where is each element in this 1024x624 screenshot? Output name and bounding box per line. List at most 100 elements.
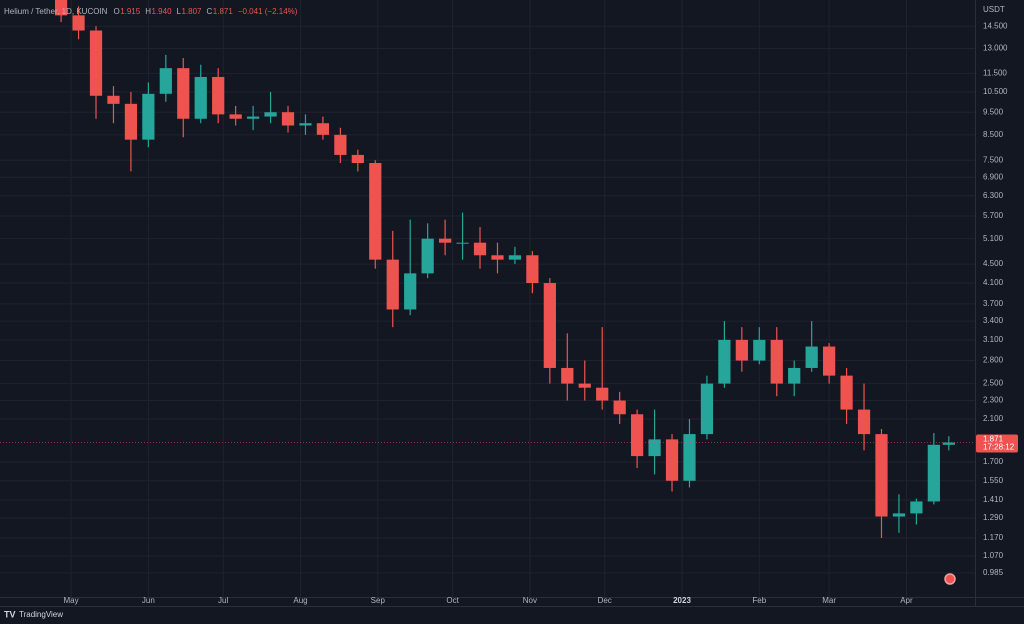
candle-body <box>351 154 364 164</box>
candle-body <box>665 439 679 481</box>
brand[interactable]: TV TradingView <box>4 609 63 619</box>
legend-label: H <box>145 7 151 16</box>
symbol[interactable]: Helium / Tether, 1D, KUCOIN <box>4 7 108 16</box>
candle-body <box>194 76 207 119</box>
currency: USDT <box>983 5 1005 14</box>
candle-body <box>386 259 399 310</box>
candle-body <box>648 439 661 457</box>
candle-body <box>456 242 469 244</box>
candle-body <box>281 112 295 126</box>
y-tick-label: 3.100 <box>983 335 1004 344</box>
y-tick-label: 14.500 <box>983 21 1008 30</box>
candle-body <box>212 76 225 115</box>
candle-body <box>334 134 347 155</box>
candle-body <box>299 123 312 126</box>
candle-body <box>596 387 609 401</box>
y-tick-label: 4.500 <box>983 259 1004 268</box>
legend-change: −0.041 (−2.14%) <box>238 7 298 16</box>
candle-body <box>54 0 68 16</box>
y-tick-label: 6.900 <box>983 172 1004 181</box>
candle-body <box>770 339 783 384</box>
candle-body <box>107 95 120 104</box>
event-badge[interactable] <box>944 573 956 585</box>
y-tick-label: 6.300 <box>983 191 1004 200</box>
y-tick-label: 4.100 <box>983 278 1004 287</box>
x-tick-label: 2023 <box>673 596 691 605</box>
candle-body <box>264 112 277 117</box>
candle-body <box>942 442 955 445</box>
x-tick-label: Apr <box>900 596 913 605</box>
candle-body <box>72 15 85 31</box>
candle-body <box>735 339 748 361</box>
candle-body <box>788 367 801 384</box>
x-tick-label: Jun <box>142 596 155 605</box>
y-tick-label: 1.700 <box>983 457 1004 466</box>
candle-body <box>89 30 103 96</box>
brand-name: TradingView <box>19 610 63 619</box>
candle-body <box>142 93 155 140</box>
candle-body <box>631 414 644 457</box>
candle-body <box>718 339 731 384</box>
y-tick-label: 5.700 <box>983 211 1004 220</box>
candle-body <box>543 283 556 368</box>
x-tick-label: Aug <box>293 596 307 605</box>
candle-body <box>613 400 626 415</box>
y-tick-label: 7.500 <box>983 155 1004 164</box>
candle-body <box>177 68 190 119</box>
candle-body <box>369 163 382 260</box>
y-tick-label: 3.700 <box>983 299 1004 308</box>
y-tick-label: 1.550 <box>983 476 1004 485</box>
y-tick-label: 13.000 <box>983 44 1008 53</box>
legend-value: 1.871 <box>213 7 234 16</box>
y-tick-label: 9.500 <box>983 107 1004 116</box>
legend-label: L <box>177 7 182 16</box>
y-tick-label: 0.985 <box>983 568 1004 577</box>
legend-label: O <box>113 7 119 16</box>
y-tick-label: 3.400 <box>983 316 1004 325</box>
y-tick-label: 2.100 <box>983 414 1004 423</box>
legend-value: 1.940 <box>152 7 173 16</box>
legend[interactable]: Helium / Tether, 1D, KUCOIN O 1.915 H 1.940… <box>4 7 298 16</box>
candle-body <box>805 346 818 368</box>
x-tick-label: May <box>64 596 79 605</box>
axis-layer: 14.500 13.000 11.500 10.500 9.500 8.500 7.500 6… <box>64 21 1018 605</box>
x-tick-label: Sep <box>371 596 386 605</box>
candle-body <box>840 375 853 410</box>
last-price-badge <box>976 434 1018 453</box>
candle-body <box>683 434 696 481</box>
x-tick-label: Dec <box>598 596 612 605</box>
candle-body <box>473 242 487 256</box>
x-tick-label: Nov <box>523 596 537 605</box>
candle-body <box>229 114 242 119</box>
y-tick-label: 2.800 <box>983 356 1004 365</box>
legend-value: 1.915 <box>120 7 141 16</box>
x-tick-label: Jul <box>218 596 228 605</box>
grid-layer <box>0 0 975 597</box>
y-tick-label: 10.500 <box>983 87 1008 96</box>
x-tick-label: Mar <box>822 596 836 605</box>
candle-body <box>892 513 906 517</box>
y-tick-label: 1.410 <box>983 495 1004 504</box>
candle-body <box>561 367 574 384</box>
y-tick-label: 1.170 <box>983 533 1004 542</box>
brand-logo: TV <box>4 609 16 619</box>
candle-body <box>508 255 522 260</box>
candle-body <box>421 238 434 274</box>
candle-body <box>927 444 940 502</box>
candle-body <box>857 409 871 435</box>
candle-body <box>823 346 836 376</box>
y-tick-label: 11.500 <box>983 68 1007 77</box>
y-tick-label: 1.070 <box>983 551 1004 560</box>
last-price-label: 1.871 <box>983 435 1004 444</box>
candle-body <box>526 255 539 284</box>
candle-body <box>753 339 766 361</box>
legend-label: C <box>207 7 213 16</box>
candle-layer <box>0 0 975 538</box>
y-tick-label: 1.290 <box>983 513 1004 522</box>
y-tick-label: 8.500 <box>983 130 1004 139</box>
candle-body <box>491 255 504 260</box>
candle-body <box>404 273 417 310</box>
